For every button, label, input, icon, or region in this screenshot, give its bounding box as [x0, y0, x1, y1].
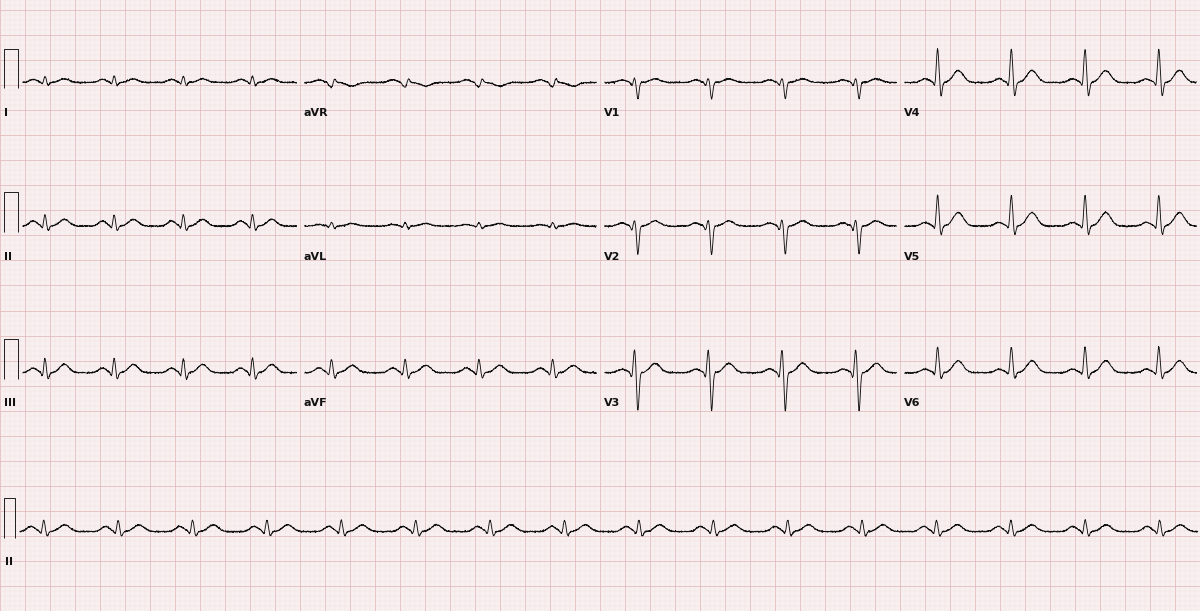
- Text: III: III: [4, 398, 16, 408]
- Text: aVR: aVR: [304, 108, 329, 118]
- Text: V1: V1: [604, 108, 620, 118]
- Text: I: I: [4, 108, 7, 118]
- Text: aVF: aVF: [304, 398, 328, 408]
- Text: aVL: aVL: [304, 252, 326, 262]
- Text: V4: V4: [904, 108, 920, 118]
- Text: V5: V5: [904, 252, 920, 262]
- Text: II: II: [4, 252, 12, 262]
- Text: II: II: [5, 557, 13, 567]
- Text: V6: V6: [904, 398, 920, 408]
- Text: V3: V3: [604, 398, 620, 408]
- Text: V2: V2: [604, 252, 620, 262]
